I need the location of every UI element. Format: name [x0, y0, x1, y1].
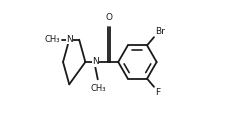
Text: CH₃: CH₃ — [44, 35, 60, 44]
Text: Br: Br — [155, 27, 165, 36]
Text: CH₃: CH₃ — [90, 84, 106, 93]
Text: F: F — [155, 88, 160, 97]
Text: N: N — [92, 58, 99, 66]
Text: O: O — [105, 13, 112, 22]
Text: N: N — [66, 35, 73, 44]
